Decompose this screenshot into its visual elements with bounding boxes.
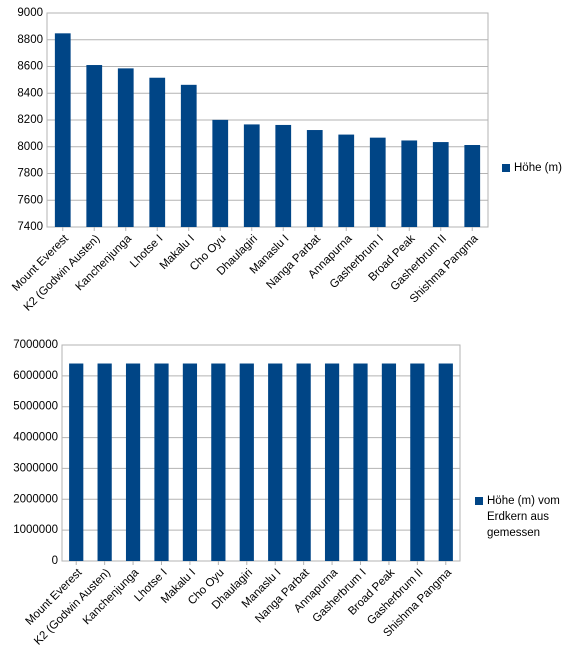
y-tick-label: 8600 bbox=[17, 61, 43, 73]
bar bbox=[125, 363, 141, 561]
x-tick-label: Mount Everest bbox=[10, 232, 71, 293]
bar bbox=[306, 130, 323, 227]
bar bbox=[369, 137, 386, 227]
y-tick-label: 1000000 bbox=[13, 524, 58, 536]
bar bbox=[410, 363, 425, 561]
y-tick-label: 2000000 bbox=[13, 493, 58, 505]
x-tick-label: Nanga Parbat bbox=[264, 232, 323, 291]
bar bbox=[401, 140, 418, 227]
y-tick-label: 8000 bbox=[17, 141, 43, 153]
y-tick-label: 7800 bbox=[17, 168, 43, 180]
bar bbox=[182, 363, 198, 561]
y-tick-label: 3000000 bbox=[13, 462, 58, 474]
x-tick-label: Kanchenjunga bbox=[74, 232, 135, 293]
bar bbox=[54, 33, 71, 227]
y-tick-label: 7000000 bbox=[13, 339, 58, 351]
y-tick-label: 5000000 bbox=[13, 401, 58, 413]
y-tick-label: 8800 bbox=[17, 34, 43, 46]
bar bbox=[239, 363, 254, 561]
plot-border bbox=[46, 12, 489, 228]
y-tick-label: 7400 bbox=[17, 221, 43, 233]
bar bbox=[464, 145, 481, 227]
bar bbox=[86, 65, 103, 227]
legend-swatch bbox=[502, 164, 510, 172]
y-tick-label: 7600 bbox=[17, 194, 43, 206]
bar bbox=[438, 363, 453, 561]
bar bbox=[180, 84, 197, 227]
bar bbox=[117, 68, 134, 227]
bar bbox=[69, 363, 84, 561]
legend-label: Höhe (m) bbox=[514, 162, 562, 174]
bar bbox=[268, 363, 283, 561]
y-tick-label: 8400 bbox=[17, 87, 43, 99]
bar bbox=[212, 119, 229, 227]
bar bbox=[275, 124, 292, 227]
bar bbox=[97, 363, 112, 561]
bar bbox=[324, 363, 340, 561]
bar bbox=[353, 363, 368, 561]
bar bbox=[296, 363, 311, 561]
bar bbox=[338, 134, 355, 227]
bar bbox=[381, 363, 397, 561]
y-tick-label: 9000 bbox=[17, 7, 43, 19]
bar bbox=[243, 124, 260, 227]
legend-swatch bbox=[475, 497, 483, 505]
y-tick-label: 0 bbox=[52, 555, 58, 567]
bar bbox=[149, 77, 166, 227]
bar bbox=[432, 142, 449, 227]
legend-label: Höhe (m) vom Erdkern aus gemessen bbox=[487, 495, 560, 539]
y-tick-label: 6000000 bbox=[13, 370, 58, 382]
y-tick-label: 8200 bbox=[17, 114, 43, 126]
x-tick-label: Gasherbrum II bbox=[389, 233, 449, 293]
y-tick-label: 4000000 bbox=[13, 432, 58, 444]
bar bbox=[211, 363, 226, 561]
plot-border bbox=[61, 344, 461, 562]
bar bbox=[154, 363, 169, 561]
